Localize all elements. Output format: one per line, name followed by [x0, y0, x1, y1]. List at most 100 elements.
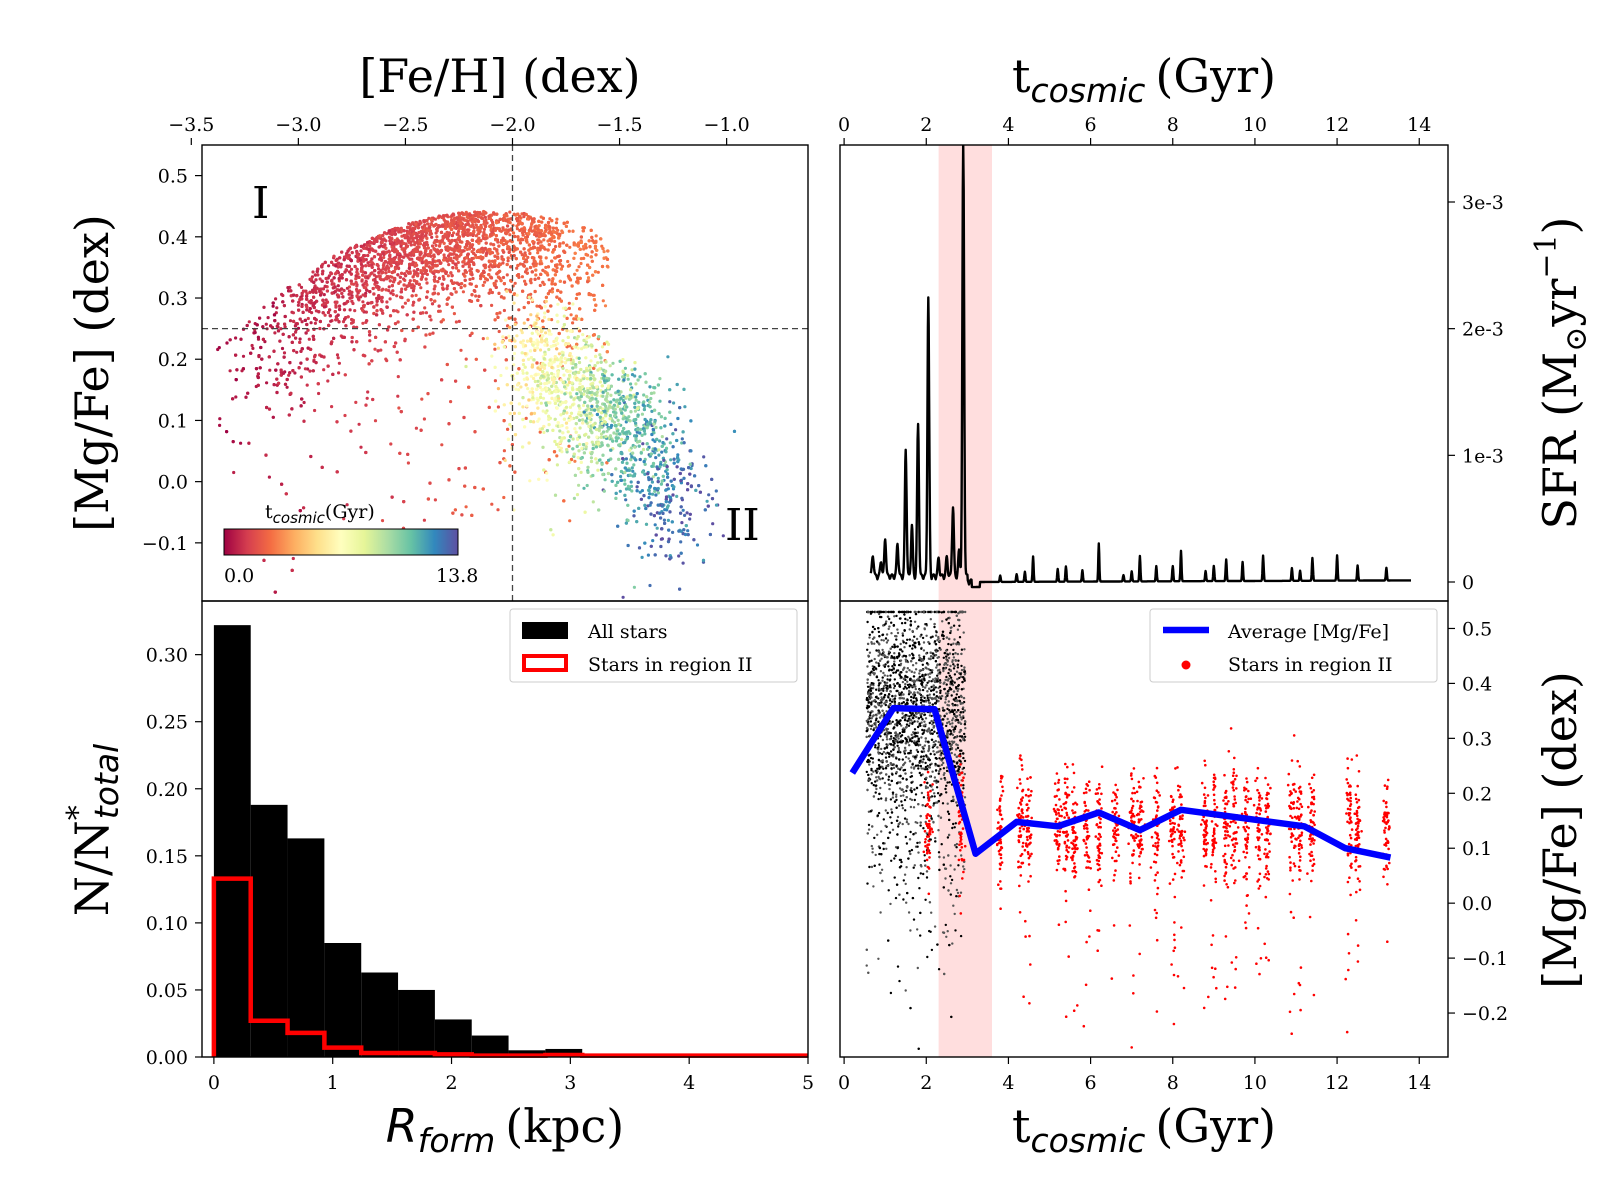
star-point [449, 258, 453, 262]
star-point [483, 246, 487, 250]
star-point [316, 273, 320, 277]
star-point [306, 346, 310, 350]
star-point [411, 275, 415, 279]
star-point [449, 239, 453, 243]
star-point [348, 308, 352, 312]
star-point [533, 225, 537, 229]
star-point [336, 284, 340, 288]
star-point [423, 223, 427, 227]
star-point [605, 461, 609, 465]
star-point [499, 241, 503, 245]
star-point [411, 251, 415, 255]
star-point [519, 237, 524, 241]
star-point [453, 245, 457, 249]
star-point [342, 302, 346, 306]
star-point [392, 278, 396, 282]
star-point [446, 274, 450, 278]
star-point [560, 264, 565, 268]
star-point [328, 308, 332, 312]
star-point [479, 226, 483, 230]
star-point [533, 277, 537, 281]
star-point [524, 270, 528, 274]
star-point [539, 240, 543, 244]
star-point [291, 299, 295, 303]
star-point [408, 257, 412, 261]
star-point [502, 213, 506, 217]
star-point [309, 454, 313, 459]
star-point [302, 419, 306, 423]
star-point [389, 442, 393, 446]
star-point [434, 264, 438, 268]
star-point [327, 323, 331, 327]
star-point [463, 262, 467, 266]
star-point [239, 441, 243, 445]
star-point [498, 269, 502, 273]
star-point [311, 369, 315, 373]
star-point [565, 316, 569, 320]
star-point [297, 283, 301, 287]
star-point [555, 454, 559, 458]
star-point [516, 273, 521, 277]
star-point [470, 273, 474, 277]
star-point [334, 258, 338, 262]
star-point [521, 233, 525, 237]
star-point [256, 375, 260, 380]
star-point [360, 266, 364, 270]
star-point [364, 403, 368, 407]
star-point [293, 324, 298, 328]
star-point [354, 244, 358, 248]
star-point [264, 322, 268, 326]
star-point [368, 290, 372, 294]
star-point [321, 311, 325, 315]
star-point [594, 253, 598, 257]
star-point [387, 285, 391, 289]
star-point [309, 347, 313, 351]
star-point [299, 361, 303, 365]
star-point [279, 373, 283, 377]
star-point [410, 262, 414, 266]
star-point [372, 292, 376, 296]
star-point [513, 234, 517, 239]
star-point [281, 371, 285, 375]
star-point [396, 262, 400, 266]
star-point [539, 259, 543, 263]
star-point [359, 249, 363, 253]
star-point [313, 321, 317, 325]
star-point [364, 291, 368, 295]
star-point [297, 308, 301, 312]
star-point [462, 259, 466, 263]
star-point [392, 260, 396, 264]
star-point [337, 261, 341, 265]
star-point [546, 220, 551, 225]
star-point [397, 227, 401, 231]
star-point [435, 227, 439, 231]
star-point [602, 250, 606, 254]
star-point [414, 222, 418, 226]
star-point [481, 337, 485, 341]
star-point [553, 273, 558, 277]
star-point [324, 302, 328, 306]
star-point [429, 318, 433, 322]
star-point [372, 237, 376, 242]
star-point [444, 245, 448, 249]
star-point [513, 317, 517, 321]
star-point [558, 232, 562, 236]
star-point [275, 377, 279, 381]
star-point [394, 341, 398, 345]
panel-feh-mgfe: I II tcosmic(Gyr) 0.0 13.8 −3.5 −3.0 −2.5−… [142, 114, 809, 602]
star-point [479, 304, 483, 308]
star-point [390, 258, 394, 262]
star-point [399, 295, 403, 299]
star-point [393, 267, 398, 271]
star-point [538, 283, 542, 288]
star-point [348, 246, 353, 250]
star-point [398, 260, 402, 264]
star-point [420, 225, 424, 229]
star-point [338, 256, 342, 260]
star-point [361, 353, 365, 357]
star-point [380, 519, 385, 523]
star-point [536, 251, 540, 255]
star-point [273, 590, 277, 594]
star-point [225, 430, 229, 434]
star-point [276, 329, 281, 333]
